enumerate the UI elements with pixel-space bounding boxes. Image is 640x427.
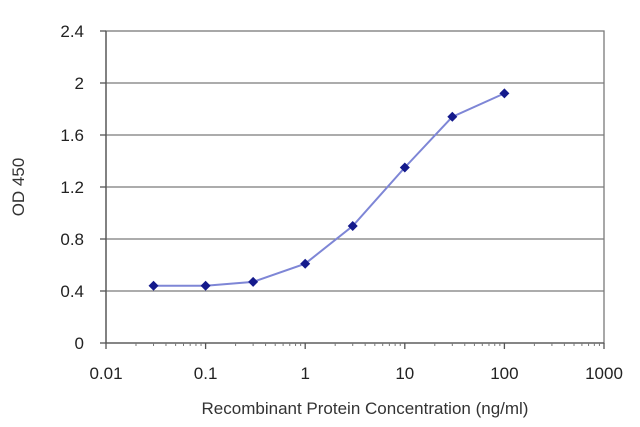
y-tick-label: 1.6	[60, 126, 84, 145]
x-tick-label: 1000	[585, 364, 623, 383]
x-tick-label: 1	[300, 364, 309, 383]
series-line	[153, 92, 505, 287]
data-point	[399, 162, 410, 173]
x-tick-label: 10	[395, 364, 414, 383]
data-point	[248, 276, 259, 287]
data-point	[347, 221, 358, 231]
data-point	[148, 280, 159, 291]
data-point	[300, 258, 311, 269]
x-tick-label: 0.01	[89, 364, 122, 383]
data-point	[447, 111, 458, 122]
data-point	[499, 88, 510, 99]
series-layer	[148, 88, 510, 291]
y-axis-title: OD 450	[9, 158, 28, 217]
y-tick-label: 0.8	[60, 230, 84, 249]
grid-lines	[106, 82, 604, 292]
y-tick-label: 2.4	[60, 22, 84, 41]
data-point	[200, 280, 211, 291]
x-tick-label: 100	[490, 364, 518, 383]
y-tick-labels: 0 0.4 0.8 1.2 1.6 2 2.4	[60, 22, 84, 353]
y-tick-label: 0	[75, 334, 84, 353]
y-tick-label: 2	[75, 74, 84, 93]
x-tick-labels: 0.01 0.1 1 10 100 1000	[89, 364, 622, 383]
x-axis-title: Recombinant Protein Concentration (ng/ml…	[202, 399, 529, 418]
y-tick-label: 0.4	[60, 282, 84, 301]
x-tick-label: 0.1	[194, 364, 218, 383]
axes	[100, 30, 605, 349]
y-tick-label: 1.2	[60, 178, 84, 197]
